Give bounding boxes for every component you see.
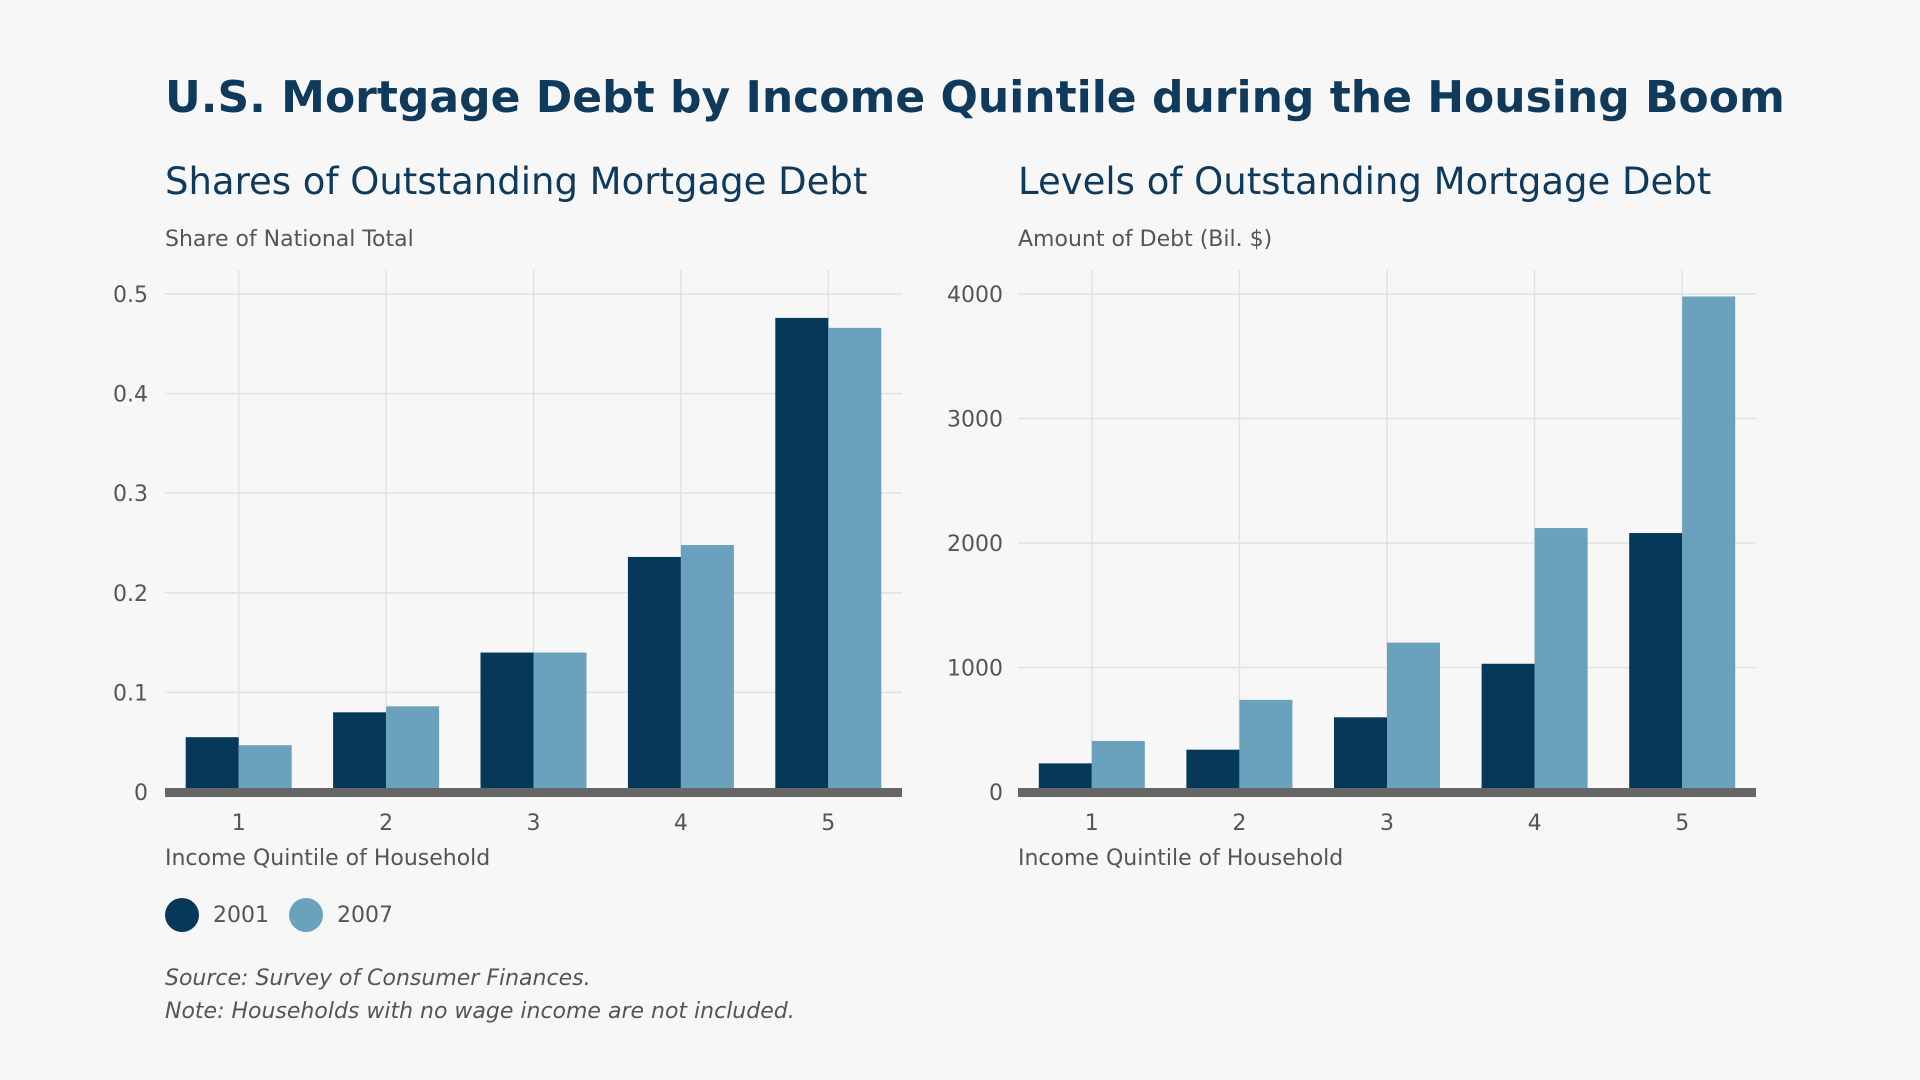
x-tick-label: 4	[1528, 811, 1542, 836]
y-tick-label: 0.1	[113, 681, 148, 706]
exclusion-note: Note: Households with no wage income are…	[165, 999, 795, 1024]
y-tick-label: 0.2	[113, 582, 148, 607]
bar-2007-q4	[1534, 528, 1588, 792]
y-tick-label: 1000	[947, 657, 1003, 682]
bar-2001-q3	[1334, 717, 1387, 792]
bar-2007-q4	[680, 544, 734, 792]
footnotes: Source: Survey of Consumer Finances. Not…	[165, 962, 795, 1028]
y-tick-label: 0.4	[113, 383, 148, 408]
legend-item-2007: 2007	[289, 898, 393, 932]
x-axis-baseline	[1018, 788, 1756, 797]
x-axis-baseline	[165, 788, 902, 797]
legend-swatch-2007	[289, 898, 323, 932]
y-tick-label: 4000	[947, 283, 1003, 308]
y-tick-label: 0	[134, 781, 148, 806]
x-tick-label: 5	[1675, 811, 1689, 836]
subplot-title-shares: Shares of Outstanding Mortgage Debt	[165, 160, 867, 203]
y-axis-label-levels: Amount of Debt (Bil. $)	[1018, 227, 1272, 252]
y-tick-label: 3000	[947, 408, 1003, 433]
legend-label-2001: 2001	[213, 902, 269, 928]
y-tick-label: 2000	[947, 532, 1003, 557]
legend: 2001 2007	[165, 898, 393, 932]
bar-2007-q1	[238, 745, 292, 792]
bar-2001-q4	[1481, 663, 1535, 792]
bar-2001-q1	[1038, 763, 1092, 792]
y-tick-label: 0	[989, 781, 1003, 806]
x-axis-label-shares: Income Quintile of Household	[165, 846, 490, 871]
bar-2007-q2	[386, 706, 440, 792]
bar-2007-q5	[828, 327, 882, 792]
bar-2001-q5	[1629, 533, 1683, 792]
bar-2007-q3	[1387, 642, 1440, 792]
legend-swatch-2001	[165, 898, 199, 932]
x-tick-label: 1	[232, 811, 246, 836]
y-tick-label: 0.5	[113, 283, 148, 308]
bar-2007-q3	[533, 652, 587, 792]
y-axis-label-shares: Share of National Total	[165, 227, 414, 252]
x-tick-label: 3	[1380, 811, 1394, 836]
y-tick-label: 0.3	[113, 482, 148, 507]
x-tick-label: 2	[1232, 811, 1246, 836]
subplot-title-levels: Levels of Outstanding Mortgage Debt	[1018, 160, 1711, 203]
legend-label-2007: 2007	[337, 902, 393, 928]
source-note: Source: Survey of Consumer Finances.	[165, 966, 591, 991]
x-tick-label: 4	[674, 811, 688, 836]
bar-2001-q5	[775, 317, 829, 792]
bar-2001-q3	[480, 652, 534, 792]
x-axis-label-levels: Income Quintile of Household	[1018, 846, 1343, 871]
bar-2001-q2	[1186, 749, 1240, 792]
bar-2001-q2	[333, 712, 387, 792]
bar-2007-q5	[1682, 296, 1736, 792]
legend-item-2001: 2001	[165, 898, 269, 932]
bar-2001-q4	[627, 556, 681, 792]
bar-2007-q1	[1091, 740, 1145, 792]
bar-2007-q2	[1239, 699, 1293, 792]
bar-2001-q1	[185, 737, 239, 792]
x-tick-label: 2	[379, 811, 393, 836]
x-tick-label: 5	[821, 811, 835, 836]
page-title: U.S. Mortgage Debt by Income Quintile du…	[165, 72, 1785, 123]
x-tick-label: 1	[1085, 811, 1099, 836]
x-tick-label: 3	[527, 811, 541, 836]
